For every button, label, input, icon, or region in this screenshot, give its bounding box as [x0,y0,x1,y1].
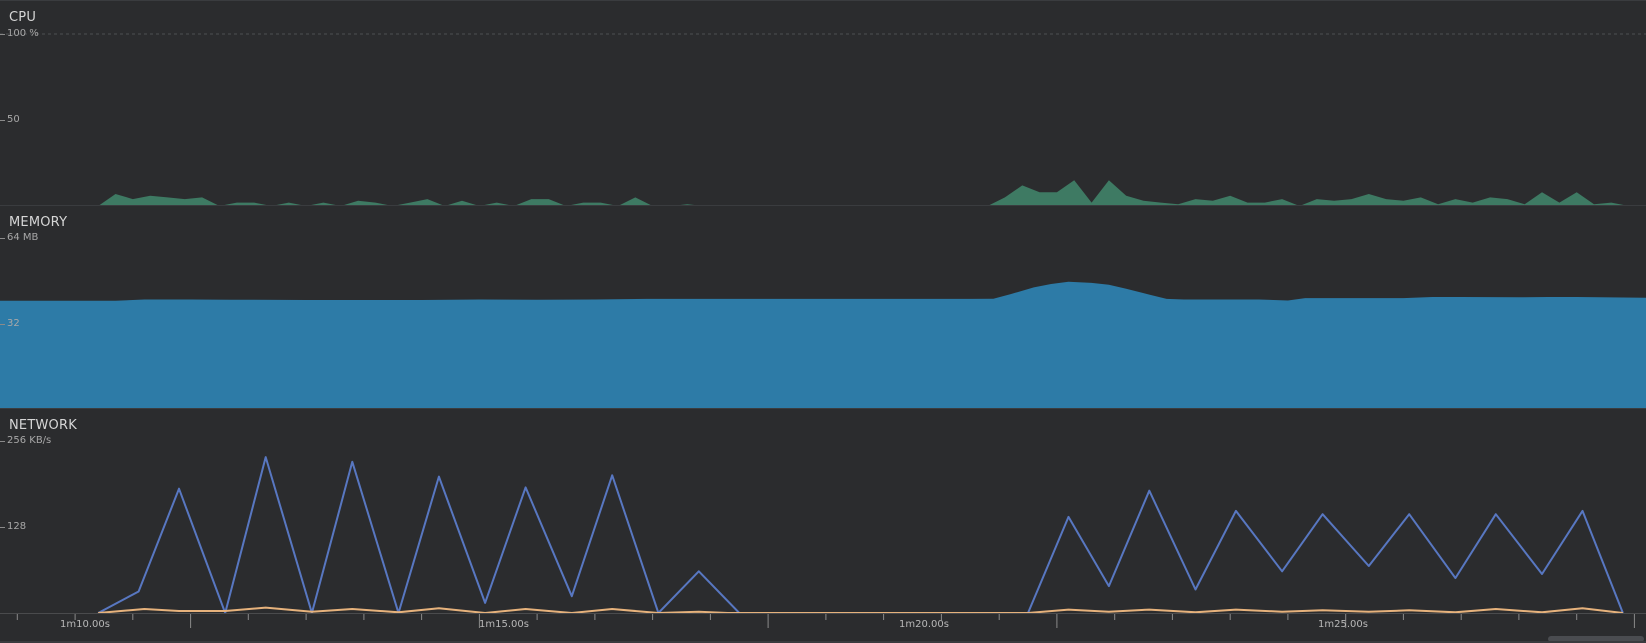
time-label-4: 1m25.00s [1318,619,1368,630]
bottom-edge [0,641,1646,643]
cpu-monitor[interactable]: CPU 100 % 50 [0,0,1646,205]
memory-tick-mark-mid [0,324,5,325]
cpu-tick-mark-max [0,34,5,35]
memory-monitor[interactable]: MEMORY 64 MB 32 [0,205,1646,408]
network-chart [97,456,1624,613]
cpu-usage-area [99,180,1624,205]
network-received-line [97,456,1624,613]
network-tick-mark-max [0,441,5,442]
cpu-tick-mid: 50 [7,114,20,125]
network-sent-line [98,606,1624,613]
time-axis-ticks [16,614,1635,628]
network-tick-mark-mid [0,527,5,528]
cpu-tick-max: 100 % [7,28,39,39]
time-label-2: 1m15.00s [479,619,529,630]
network-tick-max: 256 KB/s [7,435,52,446]
memory-tick-mark-max [0,238,5,239]
network-tick-mid: 128 [7,521,27,532]
memory-chart [0,281,1646,408]
cpu-chart [0,33,1646,205]
memory-tick-max: 64 MB [7,232,39,243]
network-monitor[interactable]: NETWORK 256 KB/s 128 [0,408,1646,613]
memory-title: MEMORY [9,215,68,230]
timeline-scrollbar-thumb[interactable] [1548,636,1644,642]
time-label-1: 1m10.00s [60,619,110,630]
cpu-title: CPU [9,10,37,25]
time-label-3: 1m20.00s [899,619,949,630]
cpu-tick-mark-mid [0,120,5,121]
memory-tick-mid: 32 [7,318,20,329]
time-axis[interactable]: 1m10.00s 1m15.00s 1m20.00s 1m25.00s [0,613,1646,643]
network-title: NETWORK [9,418,77,433]
memory-usage-area [0,281,1646,408]
